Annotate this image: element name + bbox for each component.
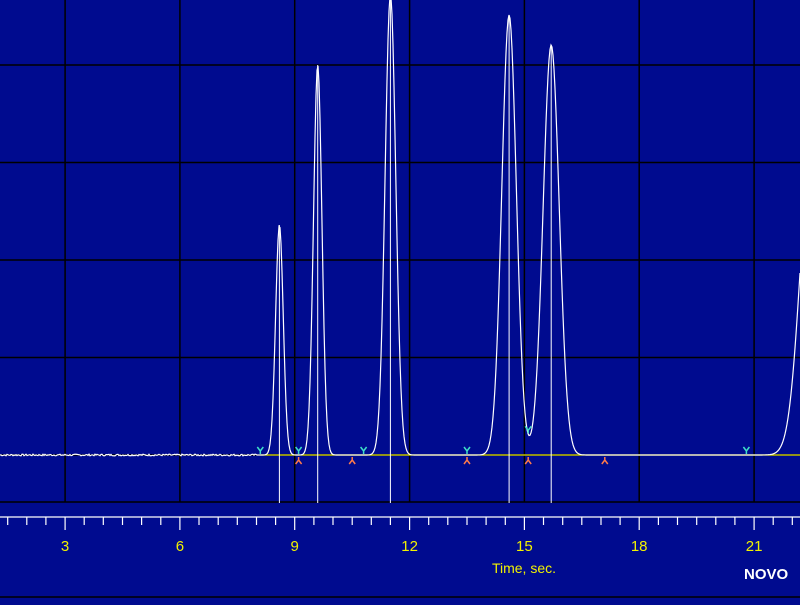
x-axis-title: Time, sec. — [492, 560, 556, 576]
peak-start-marker — [256, 446, 264, 454]
peak-end-marker — [348, 457, 356, 465]
peak-start-marker — [295, 446, 303, 454]
peak-start-marker — [742, 446, 750, 454]
peak-end-marker — [295, 457, 303, 465]
peak-end-marker — [463, 457, 471, 465]
tick-labels: 3 6 9 12 15 18 21 — [61, 538, 763, 555]
x-tick-label: 12 — [401, 538, 418, 555]
x-tick-label: 3 — [61, 538, 69, 555]
peak-start-marker — [524, 425, 532, 434]
peak-start-marker — [360, 446, 368, 454]
x-tick-label: 15 — [516, 538, 533, 555]
trace-layer — [0, 0, 800, 503]
x-axis — [0, 516, 800, 530]
x-tick-label: 9 — [291, 538, 299, 555]
x-tick-label: 21 — [746, 538, 763, 555]
signal-trace — [0, 0, 800, 457]
peak-end-marker — [524, 457, 532, 465]
x-tick-label: 18 — [631, 538, 648, 555]
x-tick-label: 6 — [176, 538, 184, 555]
peak-start-marker — [463, 446, 471, 454]
peak-markers — [256, 425, 750, 465]
peak-end-marker — [601, 457, 609, 465]
brand-logo-text: NOVO — [744, 566, 789, 583]
